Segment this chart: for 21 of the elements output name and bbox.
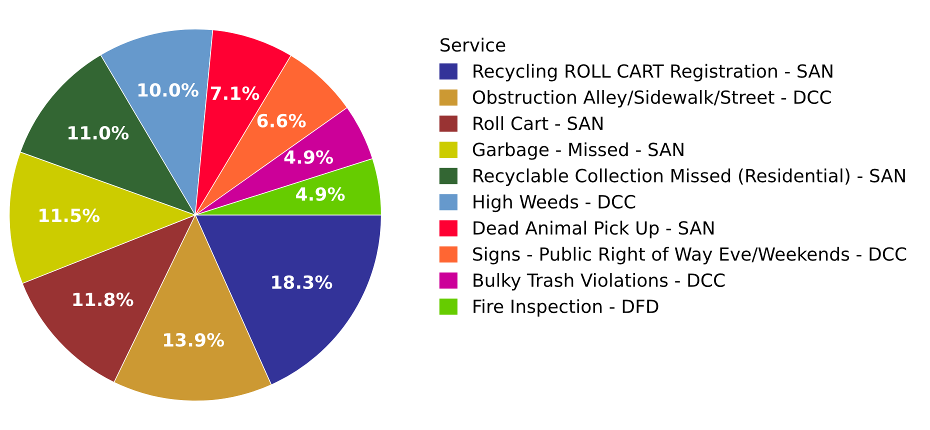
data-label: 6.6% (257, 114, 306, 128)
legend-label: Recyclable Collection Missed (Residential) - SAN (474, 168, 905, 186)
legend-label: Signs - Public Right of Way Eve/Weekends - DCC (473, 246, 906, 264)
data-label: 4.9% (284, 150, 333, 164)
data-label: 11.5% (40, 208, 100, 222)
legend-label: Recycling ROLL CART Registration - SAN (474, 64, 832, 82)
legend-title: Service (440, 38, 506, 52)
legend-label: Bulky Trash Violations - DCC (474, 273, 725, 291)
legend-label: Garbage - Missed - SAN (472, 142, 684, 160)
data-label: 13.9% (164, 333, 224, 347)
data-label: 11.0% (68, 126, 129, 140)
legend-label: Dead Animal Pick Up - SAN (474, 220, 714, 238)
data-label: 11.8% (73, 292, 134, 306)
legend-label: Roll Cart - SAN (474, 116, 603, 130)
legend-label: Obstruction Alley/Sidewalk/Street - DCC (472, 90, 831, 108)
data-label: 10.0% (138, 83, 198, 97)
data-label: 7.1% (210, 86, 260, 100)
data-label: 4.9% (296, 187, 345, 201)
data-label: 18.3% (272, 275, 332, 290)
legend-label: Fire Inspection - DFD (474, 299, 658, 317)
legend-label: High Weeds - DCC (474, 194, 636, 212)
